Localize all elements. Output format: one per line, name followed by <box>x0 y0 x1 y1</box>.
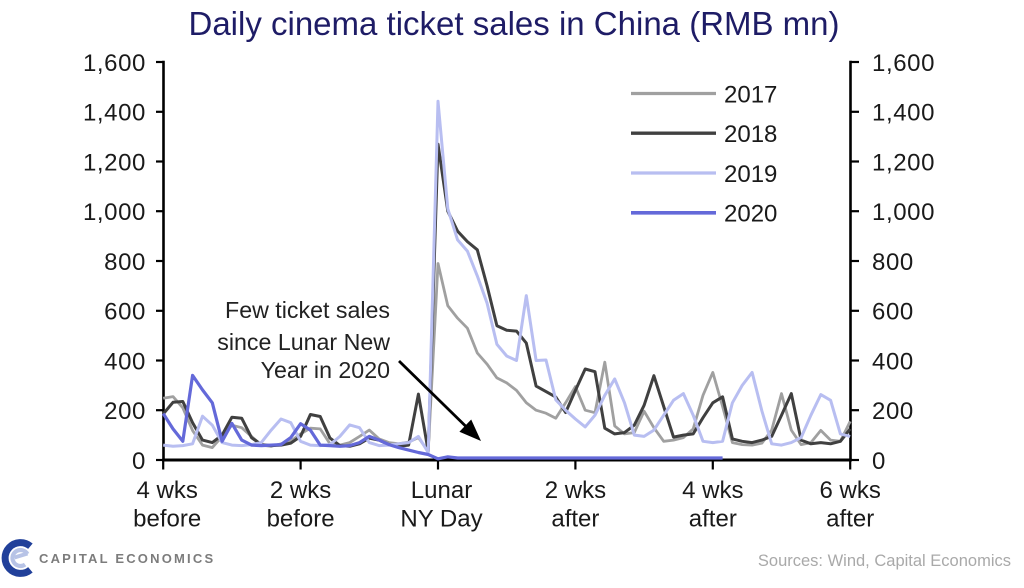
svg-text:6 wks: 6 wks <box>820 477 881 504</box>
svg-text:Lunar: Lunar <box>411 477 472 504</box>
svg-text:Daily cinema ticket sales in C: Daily cinema ticket sales in China (RMB … <box>188 5 839 42</box>
svg-text:after: after <box>826 506 874 533</box>
svg-text:1,400: 1,400 <box>872 100 935 127</box>
svg-text:NY Day: NY Day <box>400 506 482 533</box>
svg-text:0: 0 <box>872 448 886 475</box>
svg-text:Few ticket sales: Few ticket sales <box>225 297 390 323</box>
svg-text:2 wks: 2 wks <box>270 477 331 504</box>
svg-text:0: 0 <box>132 448 146 475</box>
svg-text:1,200: 1,200 <box>83 149 146 176</box>
svg-text:Year in 2020: Year in 2020 <box>261 357 390 383</box>
svg-text:after: after <box>551 506 599 533</box>
svg-text:800: 800 <box>104 249 146 276</box>
svg-text:2017: 2017 <box>724 81 777 108</box>
svg-text:CAPITAL ECONOMICS: CAPITAL ECONOMICS <box>39 551 215 566</box>
svg-text:since Lunar New: since Lunar New <box>217 329 390 355</box>
svg-text:1,200: 1,200 <box>872 149 935 176</box>
svg-text:2020: 2020 <box>724 201 777 228</box>
svg-text:200: 200 <box>872 398 914 425</box>
svg-text:600: 600 <box>104 299 146 326</box>
svg-text:4 wks: 4 wks <box>682 477 743 504</box>
svg-text:600: 600 <box>872 299 914 326</box>
svg-text:1,600: 1,600 <box>872 50 935 77</box>
svg-text:after: after <box>689 506 737 533</box>
svg-text:2018: 2018 <box>724 121 777 148</box>
svg-text:1,600: 1,600 <box>83 50 146 77</box>
svg-text:400: 400 <box>104 348 146 375</box>
svg-text:1,400: 1,400 <box>83 100 146 127</box>
svg-text:Sources: Wind, Capital Economi: Sources: Wind, Capital Economics <box>758 552 1011 570</box>
svg-text:1,000: 1,000 <box>83 199 146 226</box>
svg-text:2019: 2019 <box>724 161 777 188</box>
svg-text:4 wks: 4 wks <box>137 477 198 504</box>
svg-text:before: before <box>133 506 201 533</box>
svg-text:2 wks: 2 wks <box>545 477 606 504</box>
svg-text:800: 800 <box>872 249 914 276</box>
svg-text:1,000: 1,000 <box>872 199 935 226</box>
svg-text:before: before <box>267 506 335 533</box>
svg-text:400: 400 <box>872 348 914 375</box>
svg-text:200: 200 <box>104 398 146 425</box>
